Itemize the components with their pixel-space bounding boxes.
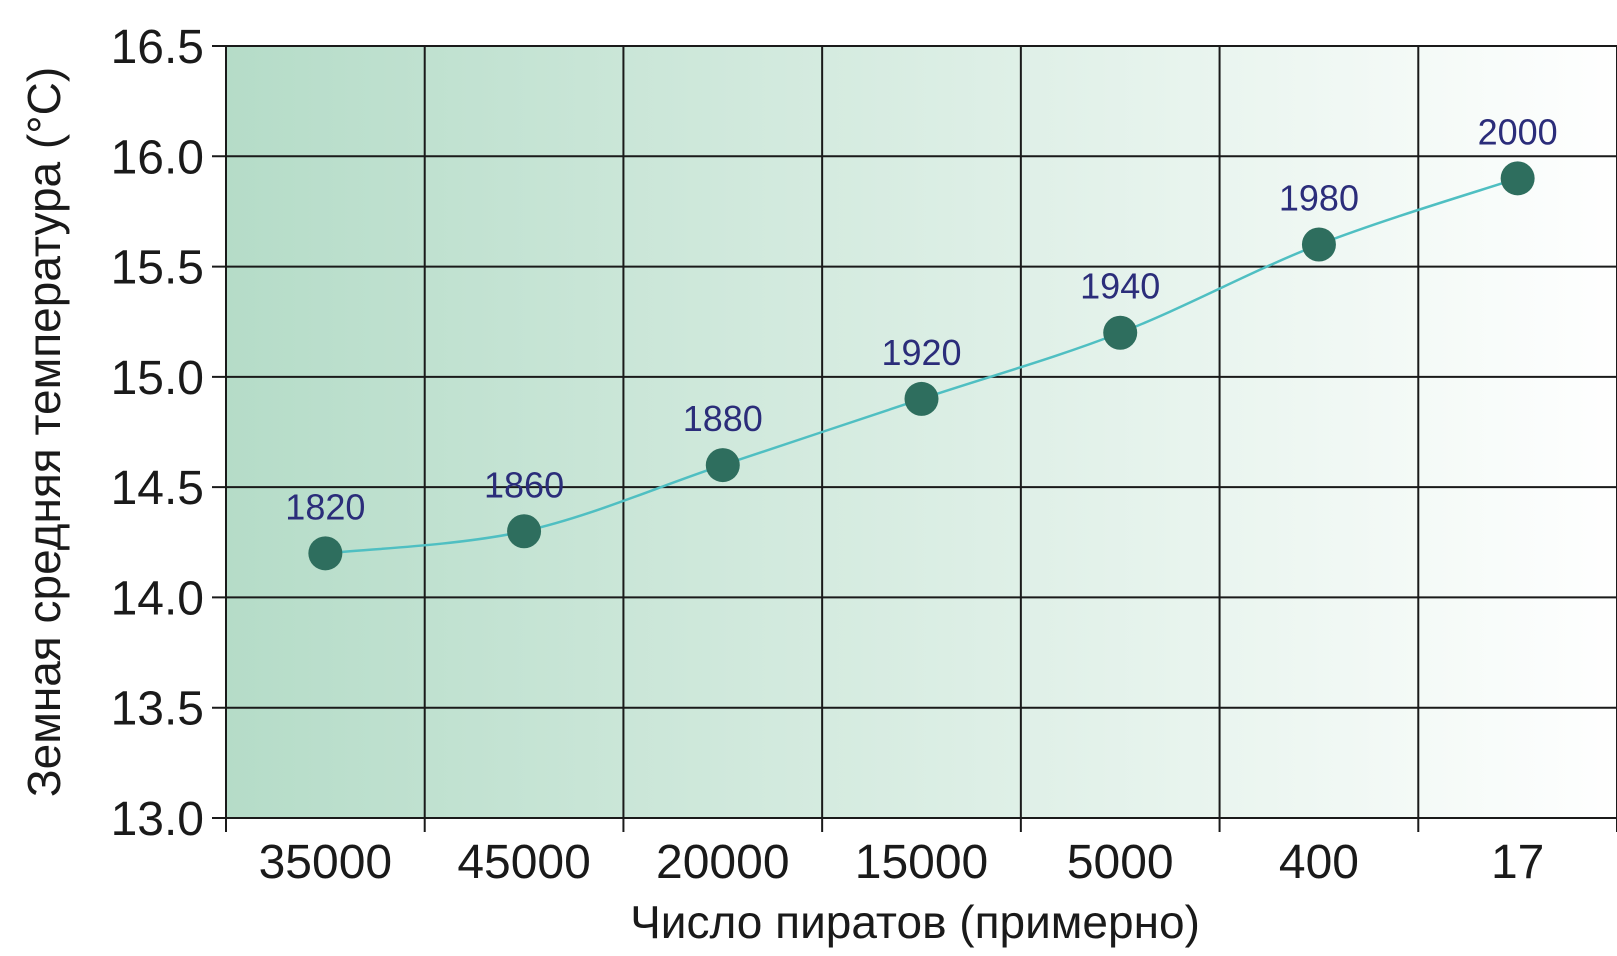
- data-label: 1940: [1080, 266, 1160, 307]
- y-tick-label: 15.5: [111, 242, 204, 295]
- y-axis-ticks: 13.0 13.5 14.0 14.5 15.0 15.5 16.0 16.5: [111, 21, 204, 846]
- x-axis-ticks: 35000 45000 20000 15000 5000 400 17: [259, 836, 1545, 889]
- x-tick-label: 17: [1491, 836, 1544, 889]
- data-label: 1880: [683, 398, 763, 439]
- data-point: [705, 448, 740, 483]
- y-tick-label: 15.0: [111, 352, 204, 405]
- x-tick-label: 5000: [1067, 836, 1174, 889]
- data-label: 1860: [484, 464, 564, 505]
- data-label: 1980: [1279, 178, 1359, 219]
- y-tick-label: 16.0: [111, 131, 204, 184]
- data-point: [904, 381, 939, 416]
- y-tick-label: 14.5: [111, 462, 204, 515]
- x-tick-label: 20000: [656, 836, 789, 889]
- data-point: [1500, 161, 1535, 196]
- y-tick-label: 14.0: [111, 572, 204, 625]
- y-axis-title: Земная средняя температура (°C): [18, 67, 70, 797]
- y-tick-label: 13.5: [111, 683, 204, 736]
- data-point: [1103, 315, 1138, 350]
- data-label: 1920: [881, 332, 961, 373]
- point-labels: 1820 1860 1880 1920 1940 1980 2000: [285, 111, 1557, 527]
- data-label: 1820: [285, 486, 365, 527]
- data-label: 2000: [1478, 111, 1558, 152]
- data-point: [308, 536, 343, 571]
- data-point: [507, 514, 542, 549]
- plot-background: [226, 46, 1617, 818]
- x-tick-label: 45000: [457, 836, 590, 889]
- y-tick-label: 16.5: [111, 21, 204, 74]
- x-tick-label: 15000: [855, 836, 988, 889]
- x-tick-label: 35000: [259, 836, 392, 889]
- x-tick-label: 400: [1279, 836, 1359, 889]
- grid: [212, 45, 1617, 832]
- data-points: [308, 161, 1535, 571]
- y-tick-label: 13.0: [111, 793, 204, 846]
- data-point: [1301, 227, 1336, 262]
- x-axis-title: Число пиратов (примерно): [630, 896, 1200, 948]
